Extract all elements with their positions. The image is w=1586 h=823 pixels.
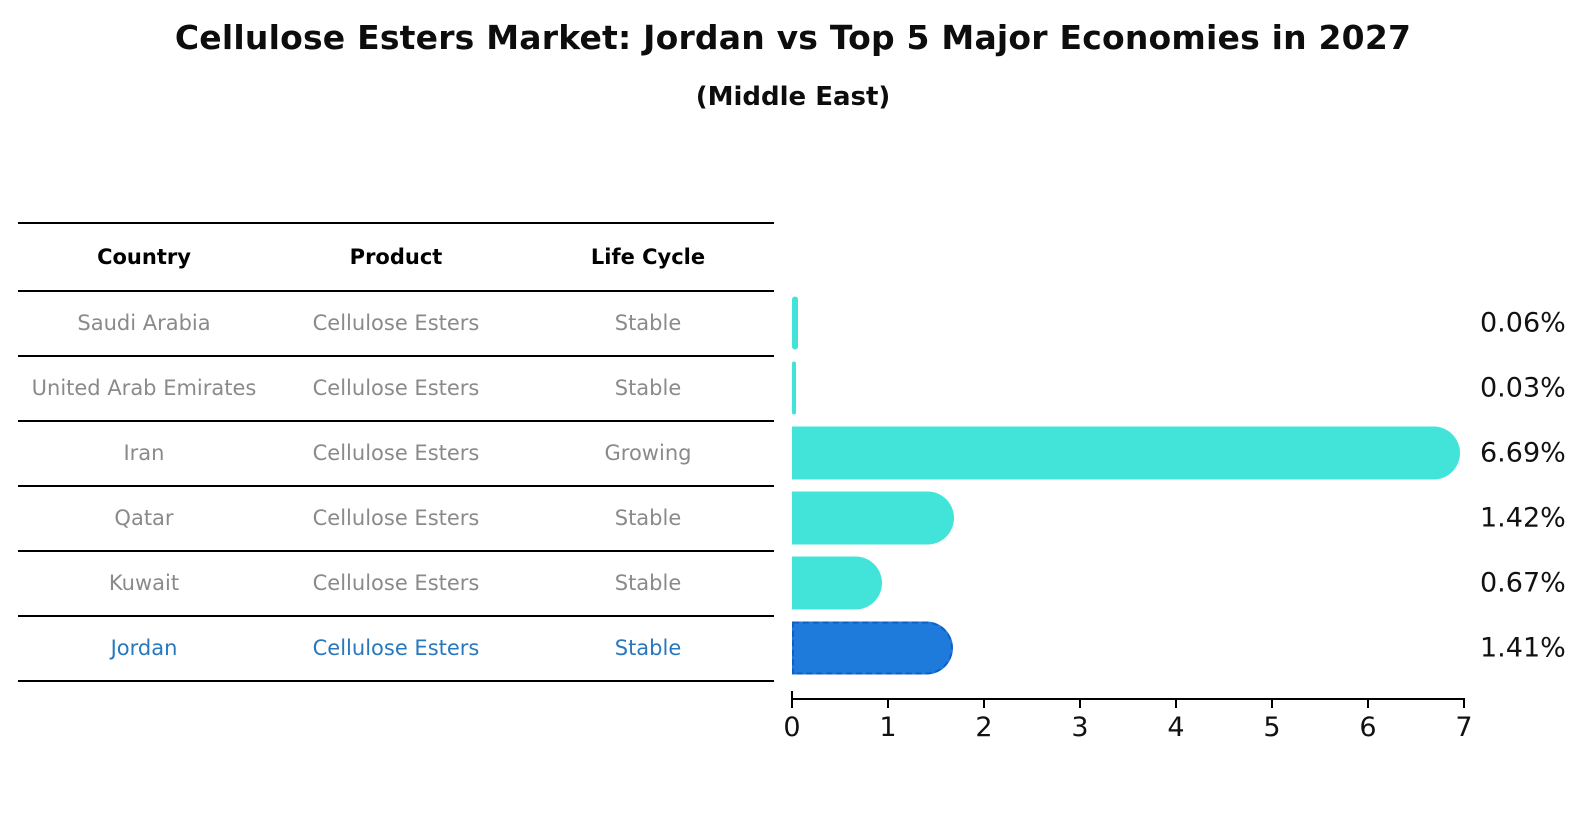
table-row-divider [18,355,774,357]
table-cell: Cellulose Esters [312,506,480,530]
x-axis-tick [1271,700,1273,708]
table-cell: Cellulose Esters [312,311,480,335]
bar-jordan [792,621,954,675]
table-cell: Saudi Arabia [77,311,211,335]
table-row-divider [18,485,774,487]
x-axis-tick [983,700,985,708]
table-cell: Cellulose Esters [312,376,480,400]
x-axis-tick-label: 6 [1359,712,1377,743]
column-header-country: Country [97,245,191,269]
table-row-divider [18,615,774,617]
x-axis-tick-label: 5 [1263,712,1281,743]
table-row-divider [18,222,774,224]
chart-subtitle: (Middle East) [695,82,891,112]
x-axis-tick [1079,700,1081,708]
table-cell: Cellulose Esters [312,636,480,660]
table-cell: Stable [614,376,682,400]
x-axis-tick [887,700,889,708]
bar-qatar [792,491,955,545]
table-cell: Cellulose Esters [312,571,480,595]
table-cell: Qatar [114,506,174,530]
axis-left-spine-stub [791,691,793,698]
bar-value-label: 0.06% [1480,307,1566,339]
bar-value-label: 1.42% [1480,502,1566,534]
table-row-divider [18,290,774,292]
table-cell: United Arab Emirates [31,376,257,400]
x-axis-tick-label: 3 [1071,712,1089,743]
column-header-life-cycle: Life Cycle [590,245,706,269]
table-row-divider [18,680,774,682]
table-cell: Kuwait [108,571,180,595]
table-cell: Cellulose Esters [312,441,480,465]
x-axis-tick [791,700,793,708]
bar-iran [792,426,1461,480]
table-cell: Stable [614,311,682,335]
chart-title: Cellulose Esters Market: Jordan vs Top 5… [174,18,1412,57]
x-axis-tick [1367,700,1369,708]
bar-united-arab-emirates [792,361,796,415]
table-cell: Stable [614,571,682,595]
table-row-divider [18,420,774,422]
column-header-product: Product [349,245,443,269]
bar-value-label: 0.03% [1480,372,1566,404]
table-cell: Growing [604,441,692,465]
table-row-divider [18,550,774,552]
bar-value-label: 0.67% [1480,567,1566,599]
table-cell: Stable [614,506,682,530]
x-axis-tick [1463,700,1465,708]
table-cell: Jordan [110,636,178,660]
bar-value-label: 1.41% [1480,632,1566,664]
x-axis-line [791,698,1465,700]
x-axis-tick [1175,700,1177,708]
x-axis-tick-label: 2 [975,712,993,743]
table-cell: Stable [614,636,682,660]
table-cell: Iran [123,441,165,465]
x-axis-tick-label: 4 [1167,712,1185,743]
bar-kuwait [792,556,883,610]
bar-value-label: 6.69% [1480,437,1566,469]
x-axis-tick-label: 7 [1455,712,1473,743]
x-axis-tick-label: 1 [879,712,897,743]
bar-saudi-arabia [792,296,798,350]
x-axis-tick-label: 0 [783,712,801,743]
